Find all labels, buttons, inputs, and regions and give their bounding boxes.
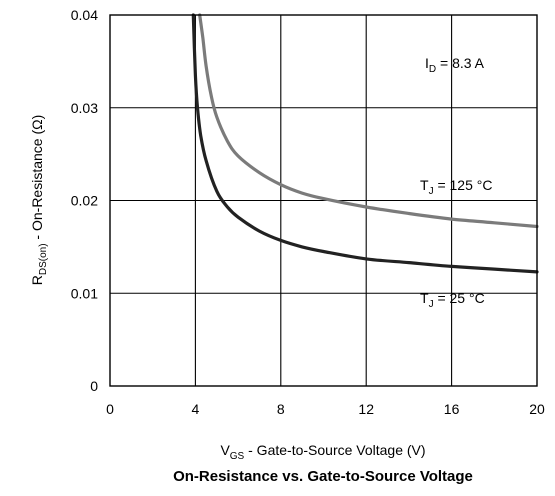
- x-tick-label: 16: [444, 401, 460, 417]
- series-label-25c: TJ = 25 °C: [420, 290, 485, 310]
- x-tick-label: 12: [358, 401, 374, 417]
- x-tick-label: 20: [529, 401, 545, 417]
- chart-title: On-Resistance vs. Gate-to-Source Voltage: [173, 468, 473, 485]
- x-tick-label: 8: [277, 401, 285, 417]
- data-curves: [191, 13, 539, 274]
- y-tick-labels: 0 0.01 0.02 0.03 0.04: [71, 7, 98, 394]
- y-tick-label: 0.04: [71, 7, 98, 23]
- plot-frame: [109, 14, 538, 387]
- y-tick-label: 0.01: [71, 285, 98, 301]
- series-line-125c: [198, 13, 539, 229]
- x-tick-labels: 0 4 8 12 16 20: [106, 401, 545, 417]
- x-tick-label: 4: [192, 401, 200, 417]
- x-tick-label: 0: [106, 401, 114, 417]
- x-axis-label: VGS - Gate-to-Source Voltage (V): [220, 442, 425, 462]
- drain-current-annotation: ID = 8.3 A: [425, 55, 485, 75]
- y-tick-label: 0.02: [71, 193, 98, 209]
- series-line-25c: [191, 13, 539, 274]
- y-tick-label: 0.03: [71, 100, 98, 116]
- y-tick-label: 0: [90, 378, 98, 394]
- grid-lines: [110, 15, 537, 386]
- series-label-125c: TJ = 125 °C: [420, 177, 492, 197]
- y-axis-label: RDS(on) - On-Resistance (Ω): [29, 115, 49, 286]
